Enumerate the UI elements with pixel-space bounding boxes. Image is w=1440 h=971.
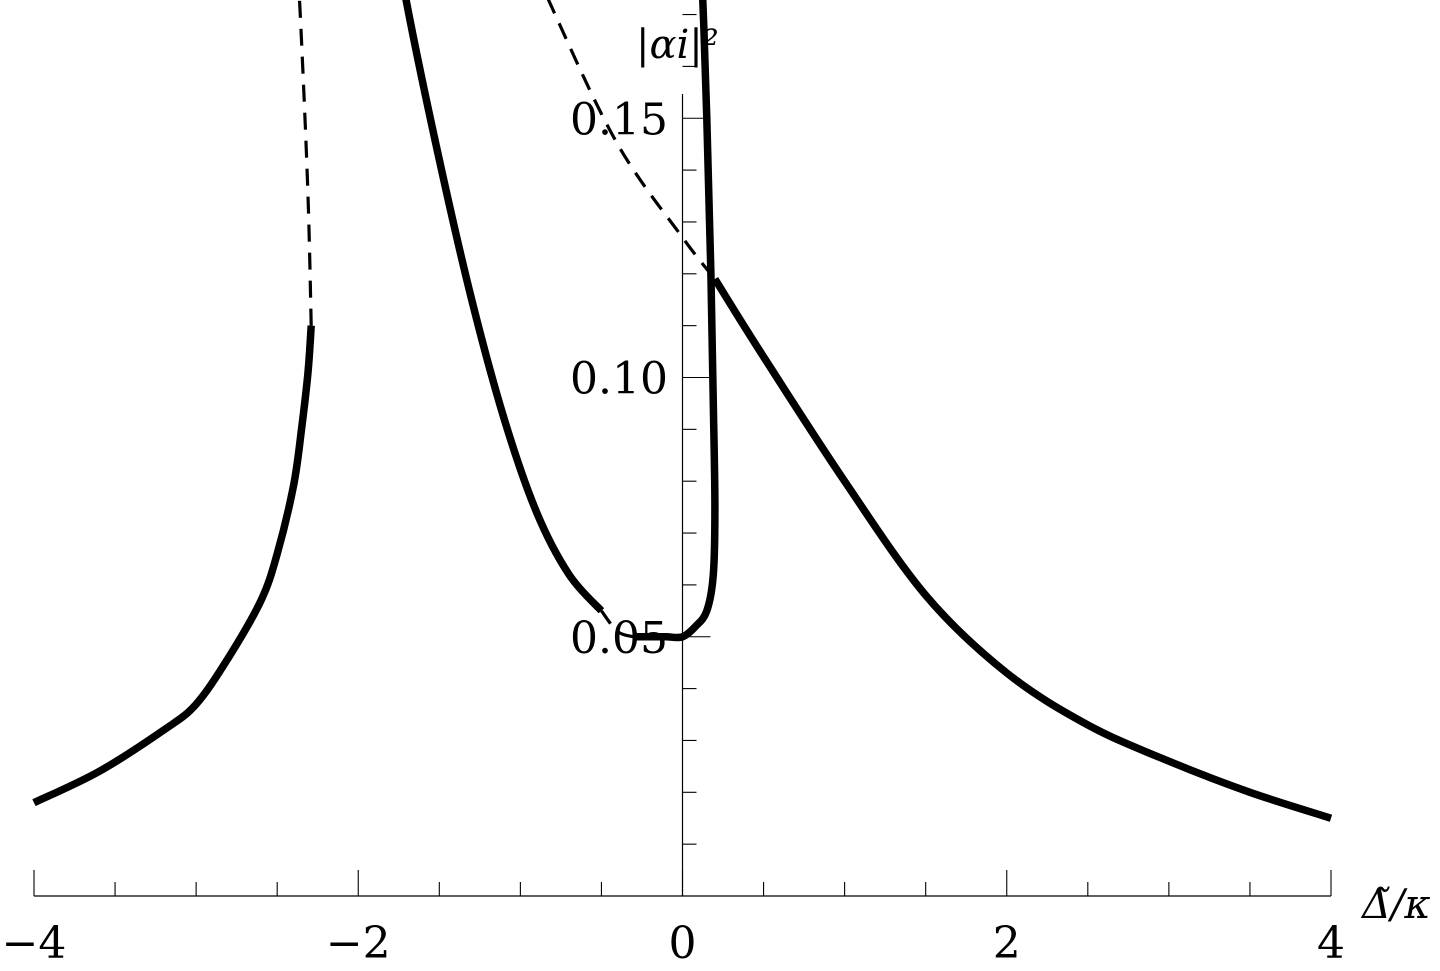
x-tick-label: −4 <box>2 918 67 969</box>
unstable-branch-line-7 <box>600 609 635 639</box>
x-tick-label: 4 <box>1317 918 1345 969</box>
stable-branch-line-8 <box>402 0 605 614</box>
x-tick-label: 2 <box>993 918 1021 969</box>
y-tick-label: 0.10 <box>570 354 668 405</box>
curves-group <box>32 0 1333 822</box>
x-tick-label: −2 <box>326 918 391 969</box>
unstable-branch-line-3 <box>546 0 717 280</box>
y-tick-label: 0.05 <box>570 613 668 664</box>
y-axis-label: |αi|² <box>636 22 719 68</box>
unstable-branch-line-1 <box>297 0 313 326</box>
stable-branch-line-4 <box>711 277 1333 822</box>
stable-branch-line-0 <box>32 325 315 807</box>
y-tick-label: 0.15 <box>570 94 668 145</box>
x-axis-label: Δ̃/κ <box>1360 882 1431 928</box>
x-tick-label: 0 <box>669 918 697 969</box>
ticks-group <box>33 14 1332 896</box>
